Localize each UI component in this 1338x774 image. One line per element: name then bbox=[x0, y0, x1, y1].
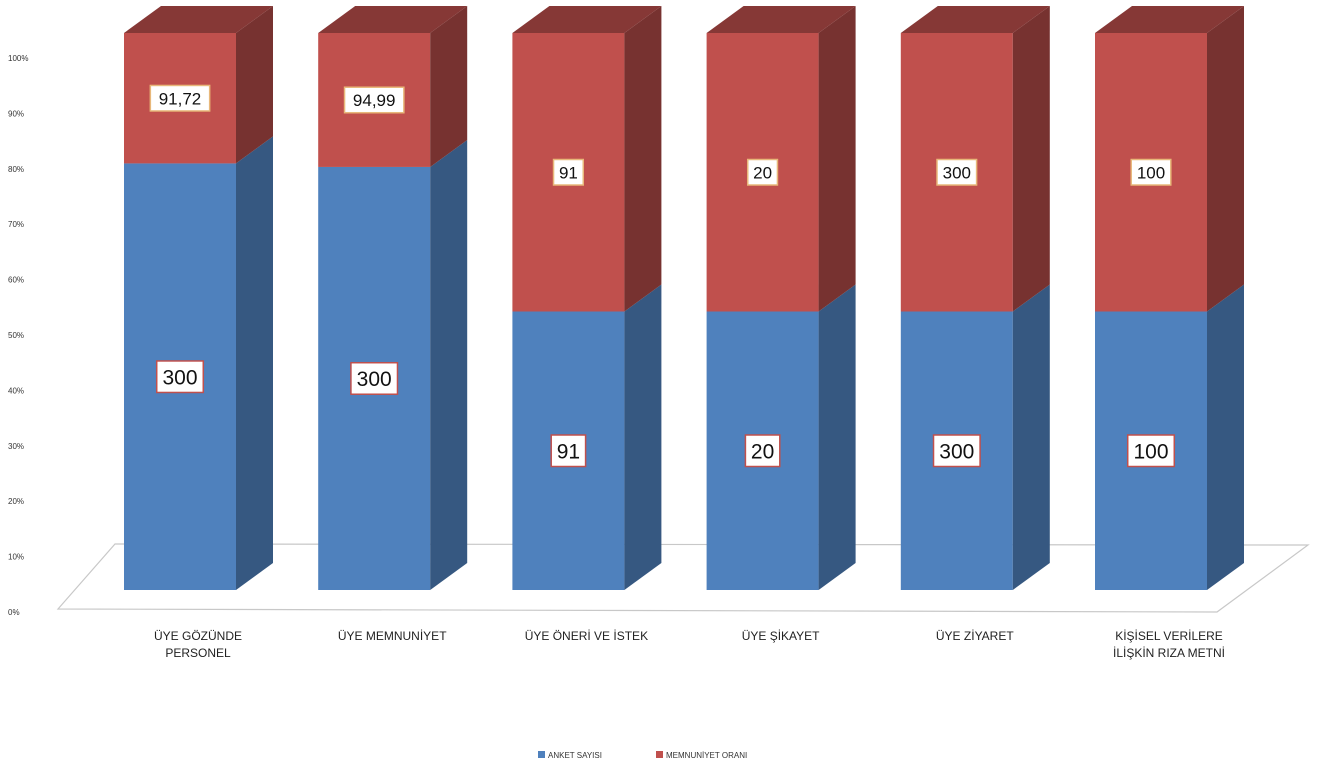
data-label-text: 91,72 bbox=[159, 89, 202, 108]
bar-top-memnuniyet bbox=[706, 6, 856, 33]
data-label-text: 91 bbox=[559, 163, 578, 182]
data-label-box bbox=[149, 84, 211, 112]
bar-side-memnuniyet bbox=[818, 6, 856, 312]
y-tick-label: 30% bbox=[8, 442, 24, 451]
y-tick-label: 80% bbox=[8, 165, 24, 174]
data-label-anket: 300 bbox=[932, 434, 981, 468]
bar-side-anket bbox=[236, 136, 273, 590]
x-category-label-line: ÜYE ŞİKAYET bbox=[742, 629, 820, 643]
y-tick-label: 60% bbox=[8, 276, 24, 285]
data-label-memnuniyet: 94,99 bbox=[343, 86, 405, 114]
x-category-label-line: ÜYE ZİYARET bbox=[936, 629, 1014, 643]
data-label-box bbox=[550, 434, 587, 468]
x-category-label-line: PERSONEL bbox=[165, 646, 231, 660]
y-tick-label: 100% bbox=[8, 54, 28, 63]
x-category-label: ÜYE GÖZÜNDE PERSONEL bbox=[154, 629, 242, 660]
bar-top-memnuniyet bbox=[318, 6, 468, 33]
legend: ANKET SAYISI MEMNUNİYET ORANI bbox=[538, 751, 747, 760]
x-category-label: ÜYE ÖNERİ VE İSTEK bbox=[525, 629, 648, 643]
data-label-memnuniyet: 100 bbox=[1130, 158, 1172, 186]
y-tick-label: 70% bbox=[8, 220, 24, 229]
y-tick-label: 90% bbox=[8, 109, 24, 118]
x-category-label-line: ÜYE GÖZÜNDE bbox=[154, 629, 242, 643]
data-label-memnuniyet: 20 bbox=[746, 158, 779, 186]
x-category-label-line: ÜYE ÖNERİ VE İSTEK bbox=[525, 629, 648, 643]
data-label-anket: 300 bbox=[155, 360, 205, 394]
x-category-label-line: İLİŞKİN RIZA METNİ bbox=[1113, 646, 1225, 660]
data-label-text: 91 bbox=[557, 440, 580, 463]
bar-side-memnuniyet bbox=[236, 6, 273, 164]
bar-top-memnuniyet bbox=[900, 6, 1050, 33]
y-axis: 0% 10% 20% 30% 40% 50% 60% 70% 80% 90% 100% bbox=[8, 54, 28, 617]
bars bbox=[124, 6, 1244, 591]
bar-side-memnuniyet bbox=[430, 6, 468, 167]
data-label-box bbox=[1126, 434, 1176, 468]
data-labels: 91,72 300 94,99 300 91 91 20 20 300 300 100 100 bbox=[149, 84, 1176, 468]
y-tick-label: 20% bbox=[8, 497, 24, 506]
data-label-text: 20 bbox=[753, 163, 772, 182]
chart-floor-outline bbox=[56, 543, 1310, 613]
data-label-box bbox=[932, 434, 981, 468]
bar-top-memnuniyet bbox=[1095, 6, 1244, 33]
bar-side-memnuniyet bbox=[1012, 6, 1050, 312]
data-label-memnuniyet: 91 bbox=[552, 158, 585, 186]
data-label-anket: 20 bbox=[744, 434, 781, 468]
x-category-label: ÜYE ZİYARET bbox=[936, 629, 1014, 643]
legend-swatch bbox=[656, 751, 663, 758]
bar-side-memnuniyet bbox=[624, 6, 662, 312]
data-label-box bbox=[936, 158, 978, 186]
x-category-label: KİŞİSEL VERİLERE İLİŞKİN RIZA METNİ bbox=[1113, 629, 1225, 660]
data-label-anket: 100 bbox=[1126, 434, 1176, 468]
bar-side-memnuniyet bbox=[1207, 6, 1244, 312]
y-tick-label: 40% bbox=[8, 386, 24, 395]
legend-swatch bbox=[538, 751, 545, 758]
data-label-text: 100 bbox=[1137, 163, 1165, 182]
data-label-text: 300 bbox=[943, 163, 971, 182]
bar-side-anket bbox=[1207, 284, 1244, 590]
legend-label: ANKET SAYISI bbox=[548, 751, 602, 760]
y-tick-label: 0% bbox=[8, 608, 20, 617]
bar-side-anket bbox=[430, 139, 468, 591]
data-label-text: 300 bbox=[939, 440, 974, 463]
data-label-box bbox=[1130, 158, 1172, 186]
data-label-text: 94,99 bbox=[353, 91, 396, 110]
chart-floor bbox=[56, 543, 1310, 613]
x-category-label-line: KİŞİSEL VERİLERE bbox=[1115, 629, 1223, 643]
bar-side-anket bbox=[818, 284, 856, 590]
data-label-memnuniyet: 300 bbox=[936, 158, 978, 186]
data-label-box bbox=[744, 434, 781, 468]
data-label-box bbox=[552, 158, 585, 186]
legend-label: MEMNUNİYET ORANI bbox=[666, 751, 747, 760]
y-tick-label: 10% bbox=[8, 553, 24, 562]
bar-top-memnuniyet bbox=[512, 6, 662, 33]
x-axis: ÜYE GÖZÜNDE PERSONEL ÜYE MEMNUNİYET ÜYE ÖNE… bbox=[154, 629, 1225, 660]
x-category-label: ÜYE MEMNUNİYET bbox=[338, 629, 447, 643]
bar-top-memnuniyet bbox=[124, 6, 273, 33]
data-label-text: 300 bbox=[162, 366, 197, 389]
data-label-text: 300 bbox=[357, 368, 392, 391]
data-label-box bbox=[350, 361, 399, 395]
data-label-memnuniyet: 91,72 bbox=[149, 84, 211, 112]
bar-side-anket bbox=[624, 284, 662, 590]
data-label-text: 100 bbox=[1133, 440, 1168, 463]
data-label-box bbox=[155, 360, 205, 394]
data-label-anket: 91 bbox=[550, 434, 587, 468]
x-category-label-line: ÜYE MEMNUNİYET bbox=[338, 629, 447, 643]
data-label-box bbox=[343, 86, 405, 114]
bar-side-anket bbox=[1012, 284, 1050, 590]
y-tick-label: 50% bbox=[8, 331, 24, 340]
data-label-box bbox=[746, 158, 779, 186]
data-label-text: 20 bbox=[751, 440, 774, 463]
x-category-label: ÜYE ŞİKAYET bbox=[742, 629, 820, 643]
data-label-anket: 300 bbox=[350, 361, 399, 395]
